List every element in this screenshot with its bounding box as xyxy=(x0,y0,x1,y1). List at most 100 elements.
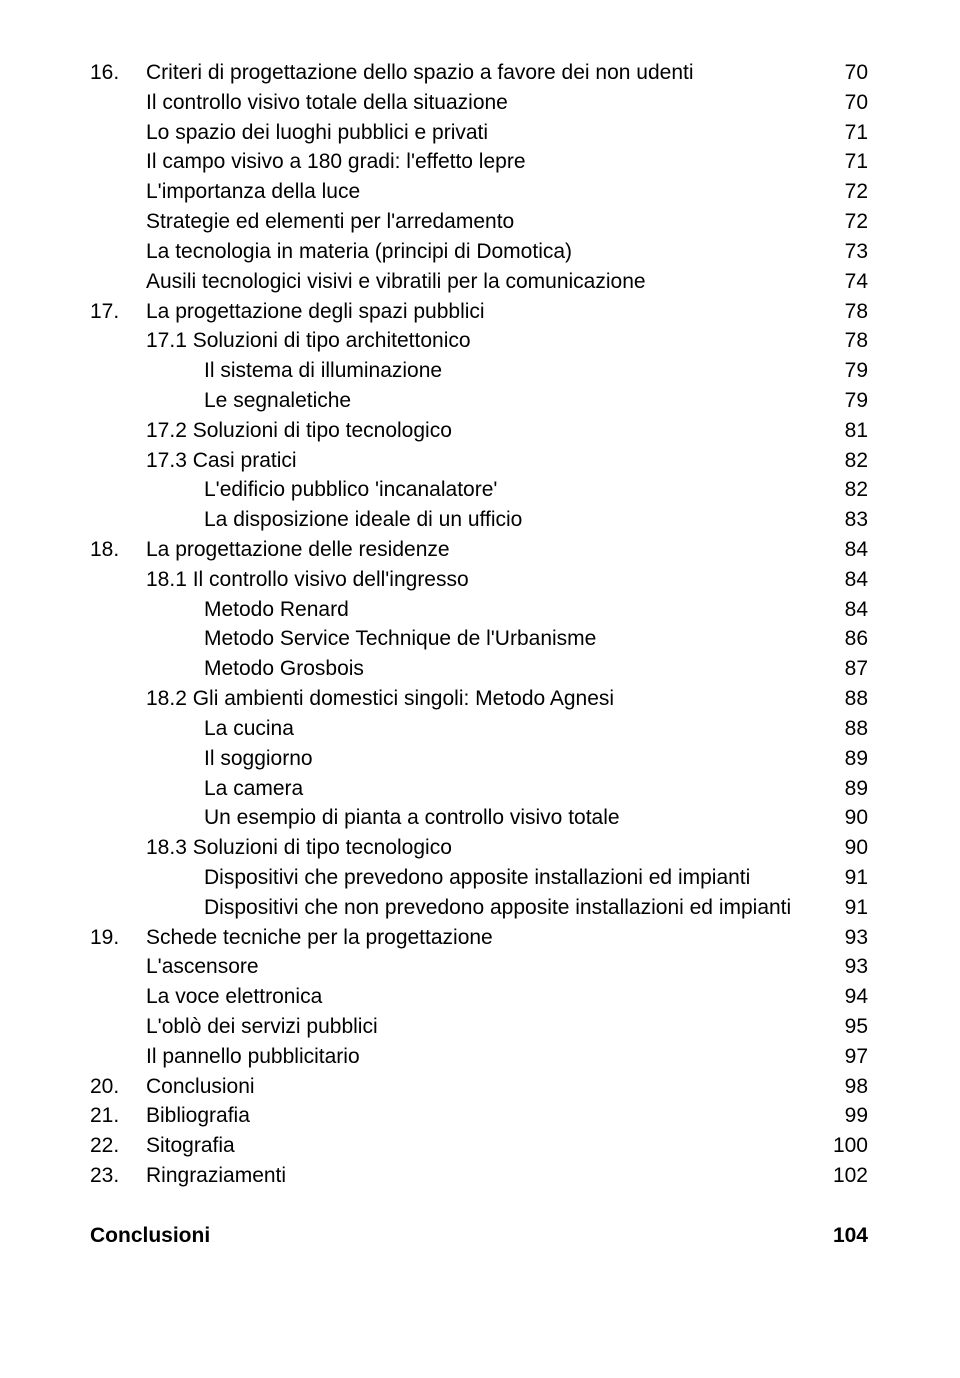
toc-label: Il controllo visivo totale della situazi… xyxy=(146,88,828,118)
toc-label: Un esempio di pianta a controllo visivo … xyxy=(204,803,828,833)
chapter-body: Sitografia100 xyxy=(146,1131,868,1161)
toc-page-number: 73 xyxy=(828,237,868,267)
toc-page-number: 72 xyxy=(828,177,868,207)
toc-row: Metodo Renard84 xyxy=(204,595,868,625)
sub-entry-label: Metodo Service Technique de l'Urbanisme xyxy=(204,627,596,650)
chapter-number: 20. xyxy=(90,1072,146,1102)
sub-entry-label: La voce elettronica xyxy=(146,985,322,1008)
toc-label: Criteri di progettazione dello spazio a … xyxy=(146,58,828,88)
toc-label: 18.2 Gli ambienti domestici singoli: Met… xyxy=(146,684,828,714)
toc-row: Il pannello pubblicitario97 xyxy=(146,1042,868,1072)
toc-label: Conclusioni xyxy=(90,1221,828,1251)
toc-row: 18.1 Il controllo visivo dell'ingresso84 xyxy=(146,565,868,595)
chapter-title: La progettazione delle residenze xyxy=(146,538,450,561)
toc-page-number: 74 xyxy=(828,267,868,297)
toc-row: Criteri di progettazione dello spazio a … xyxy=(146,58,868,88)
chapter-entry: 22.Sitografia100 xyxy=(90,1131,868,1161)
toc-label: Schede tecniche per la progettazione xyxy=(146,923,828,953)
sub-entry-label: Dispositivi che prevedono apposite insta… xyxy=(204,866,750,889)
sub-entry-label: 17.2 Soluzioni di tipo tecnologico xyxy=(146,419,452,442)
toc-row: Bibliografia 99 xyxy=(146,1101,868,1131)
toc-page-number: 100 xyxy=(828,1131,868,1161)
sub-entry-label: Un esempio di pianta a controllo visivo … xyxy=(204,806,620,829)
sub-entry-label: Il pannello pubblicitario xyxy=(146,1045,360,1068)
toc-page-number: 82 xyxy=(828,475,868,505)
toc-page-number: 88 xyxy=(828,684,868,714)
toc-label: Sitografia xyxy=(146,1131,828,1161)
toc-label: La tecnologia in materia (principi di Do… xyxy=(146,237,828,267)
toc-page-number: 88 xyxy=(828,714,868,744)
toc-row: Metodo Service Technique de l'Urbanisme 8… xyxy=(204,624,868,654)
sub-entry-label: Ausili tecnologici visivi e vibratili pe… xyxy=(146,270,646,293)
toc-page-number: 70 xyxy=(828,58,868,88)
toc-label: La voce elettronica xyxy=(146,982,828,1012)
sub-entry-indented: Un esempio di pianta a controllo visivo … xyxy=(146,803,868,833)
chapter-title: Bibliografia xyxy=(146,1104,250,1127)
toc-page-number: 70 xyxy=(828,88,868,118)
chapter-entry: 19.Schede tecniche per la progettazione9… xyxy=(90,923,868,1072)
toc-page-number: 95 xyxy=(828,1012,868,1042)
toc-row: Il sistema di illuminazione79 xyxy=(204,356,868,386)
toc-label: Lo spazio dei luoghi pubblici e privati xyxy=(146,118,828,148)
sub-entry-label: Metodo Renard xyxy=(204,598,349,621)
sub-entry-label: Dispositivi che non prevedono apposite i… xyxy=(204,896,791,919)
toc-label: Bibliografia xyxy=(146,1101,828,1131)
toc-label: La disposizione ideale di un ufficio xyxy=(204,505,828,535)
toc-label: Metodo Grosbois xyxy=(204,654,828,684)
toc-page-number: 98 xyxy=(828,1072,868,1102)
sub-entry-label: La cucina xyxy=(204,717,294,740)
toc-label: Il campo visivo a 180 gradi: l'effetto l… xyxy=(146,147,828,177)
toc-row: Schede tecniche per la progettazione93 xyxy=(146,923,868,953)
toc-page-number: 91 xyxy=(828,893,868,923)
toc-row: Sitografia100 xyxy=(146,1131,868,1161)
chapter-entry: 20.Conclusioni 98 xyxy=(90,1072,868,1102)
toc-row: Dispositivi che non prevedono apposite i… xyxy=(204,893,868,923)
chapter-entry: 23.Ringraziamenti102 xyxy=(90,1161,868,1191)
chapter-title: Conclusioni xyxy=(146,1075,255,1098)
toc-row: 17.3 Casi pratici82 xyxy=(146,446,868,476)
sub-entry-label: La disposizione ideale di un ufficio xyxy=(204,508,522,531)
conclusioni-row: Conclusioni104 xyxy=(90,1221,868,1251)
sub-entry-label: Il soggiorno xyxy=(204,747,313,770)
toc-label: Dispositivi che non prevedono apposite i… xyxy=(204,893,828,923)
chapter-number: 18. xyxy=(90,535,146,923)
sub-entry-indented: La disposizione ideale di un ufficio83 xyxy=(146,505,868,535)
sub-entry-label: L'oblò dei servizi pubblici xyxy=(146,1015,378,1038)
toc-page-number: 90 xyxy=(828,803,868,833)
chapter-number: 19. xyxy=(90,923,146,1072)
chapter-number: 16. xyxy=(90,58,146,297)
chapter-body: Bibliografia 99 xyxy=(146,1101,868,1131)
chapter-entry: 17.La progettazione degli spazi pubblici… xyxy=(90,297,868,536)
sub-entry-label: L'edificio pubblico 'incanalatore' xyxy=(204,478,497,501)
sub-entry-label: Il sistema di illuminazione xyxy=(204,359,442,382)
toc-row: Un esempio di pianta a controllo visivo … xyxy=(204,803,868,833)
toc-label: Metodo Service Technique de l'Urbanisme xyxy=(204,624,828,654)
toc-page-number: 84 xyxy=(828,565,868,595)
toc-row: L'ascensore93 xyxy=(146,952,868,982)
toc-label: Le segnaletiche xyxy=(204,386,828,416)
sub-entry-label: Le segnaletiche xyxy=(204,389,351,412)
toc-page-number: 99 xyxy=(828,1101,868,1131)
chapter-title: Schede tecniche per la progettazione xyxy=(146,926,493,949)
sub-entry-label: La camera xyxy=(204,777,303,800)
toc-row: La camera89 xyxy=(204,774,868,804)
chapter-entry: 21.Bibliografia 99 xyxy=(90,1101,868,1131)
toc-label: L'oblò dei servizi pubblici xyxy=(146,1012,828,1042)
sub-entry-label: 18.3 Soluzioni di tipo tecnologico xyxy=(146,836,452,859)
toc-label: La progettazione delle residenze xyxy=(146,535,828,565)
sub-entry-label: 17.1 Soluzioni di tipo architettonico xyxy=(146,329,471,352)
toc-row: Ringraziamenti102 xyxy=(146,1161,868,1191)
toc-label: Dispositivi che prevedono apposite insta… xyxy=(204,863,828,893)
toc-row: La cucina 88 xyxy=(204,714,868,744)
toc-page-number: 72 xyxy=(828,207,868,237)
chapter-number: 21. xyxy=(90,1101,146,1131)
toc-page-number: 86 xyxy=(828,624,868,654)
sub-entry-indented: Il sistema di illuminazione79 xyxy=(146,356,868,386)
toc-label: Il sistema di illuminazione xyxy=(204,356,828,386)
toc-page-number: 71 xyxy=(828,147,868,177)
toc-page-number: 87 xyxy=(828,654,868,684)
sub-entry-indented: Dispositivi che prevedono apposite insta… xyxy=(146,863,868,893)
sub-entry-label: Il controllo visivo totale della situazi… xyxy=(146,91,508,114)
chapter-body: La progettazione delle residenze 8418.1 I… xyxy=(146,535,868,923)
toc-label: 17.2 Soluzioni di tipo tecnologico xyxy=(146,416,828,446)
